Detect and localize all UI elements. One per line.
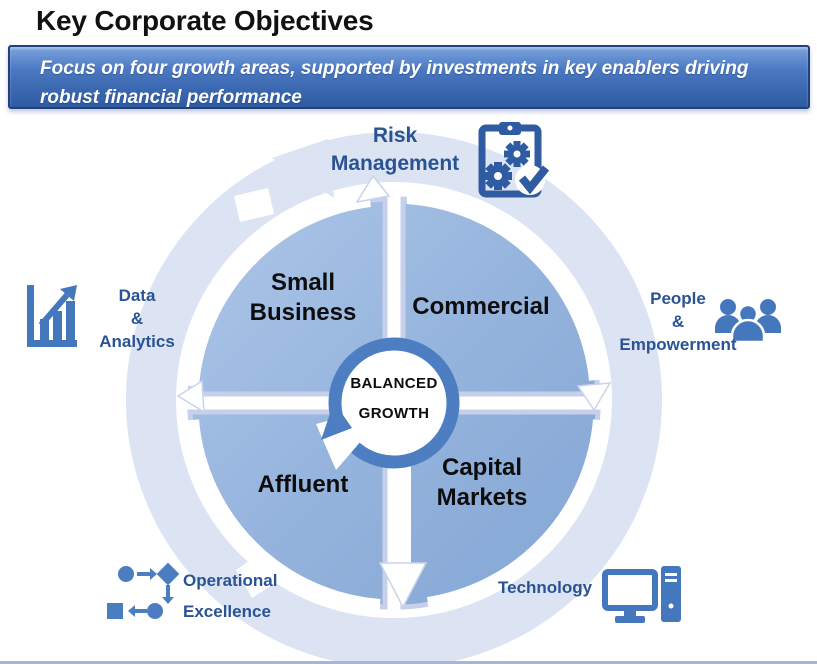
label-operational-excellence: Operational Excellence <box>183 571 278 621</box>
label-risk-management: Risk Management <box>330 124 460 176</box>
outer-cycle-arrow <box>126 132 662 664</box>
label-data-analytics: Data & Analytics <box>99 286 175 351</box>
label-technology: Technology <box>498 578 593 597</box>
label-small-business: Small Business <box>249 269 357 326</box>
label-commercial: Commercial <box>412 293 550 320</box>
rim-arrowheads <box>176 174 612 414</box>
label-people-empowerment: People & Empowerment <box>619 289 737 354</box>
rim-arrows <box>185 190 607 613</box>
flowchart-icon <box>107 562 180 619</box>
arrow-down-right-icon <box>576 382 612 412</box>
arrow-left-icon <box>176 379 205 414</box>
page-title: Key Corporate Objectives <box>36 5 374 36</box>
subtitle-text: Focus on four growth areas, supported by… <box>40 58 749 109</box>
subtitle-banner: Focus on four growth areas, supported by… <box>8 45 810 109</box>
bar-chart-icon <box>27 285 77 347</box>
label-capital-markets: Capital Markets <box>436 454 528 511</box>
label-affluent: Affluent <box>257 471 349 498</box>
label-balanced-growth: BALANCED GROWTH <box>350 375 438 422</box>
arrow-up-icon <box>355 174 391 204</box>
bottom-edge-bar <box>0 661 817 664</box>
computer-icon <box>602 566 681 623</box>
down-arrow <box>378 455 428 609</box>
people-group-icon <box>715 299 781 344</box>
clipboard-gears-icon <box>478 122 550 198</box>
center-cycle-arrow <box>316 337 460 470</box>
